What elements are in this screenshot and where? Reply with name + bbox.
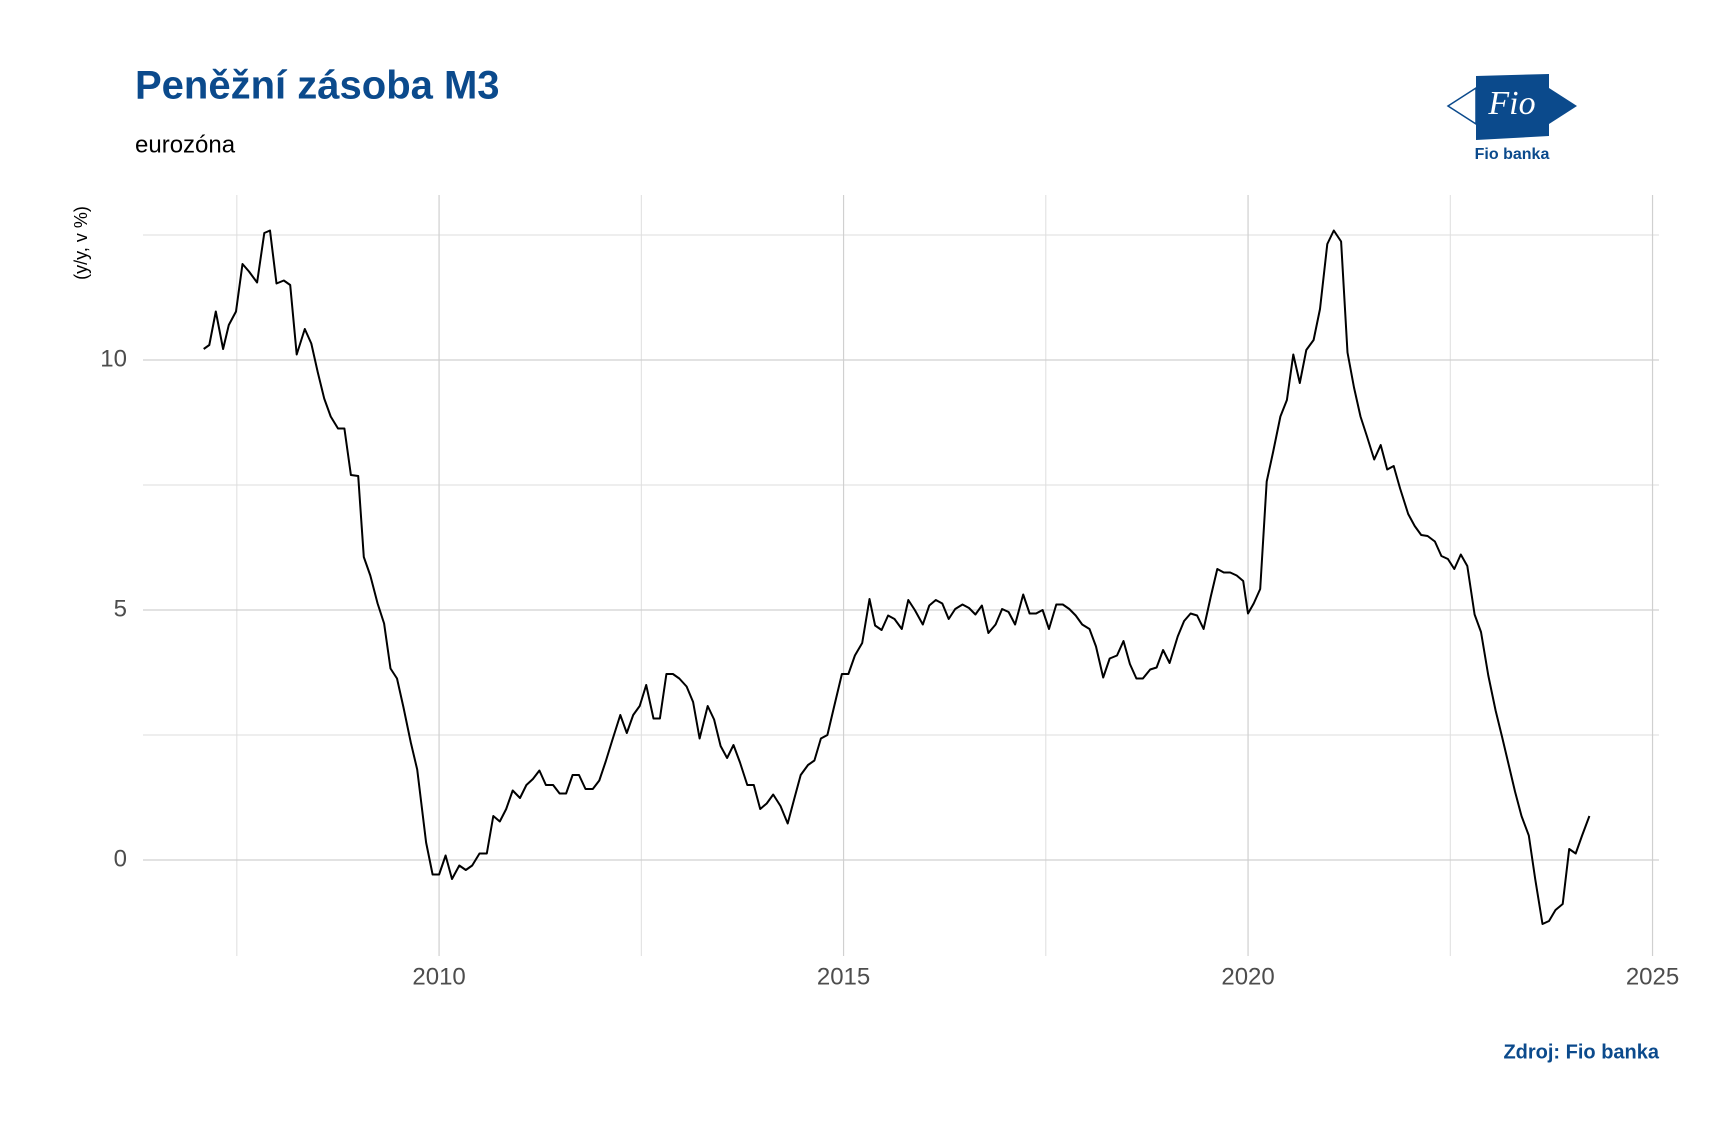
- x-tick-label: 2020: [1221, 963, 1274, 990]
- logo-shape: [1476, 74, 1549, 140]
- logo-shape: [1549, 88, 1577, 124]
- logo-shape: [1446, 86, 1477, 126]
- line: [203, 229, 1591, 925]
- y-axis-label: (y/y, v %): [71, 206, 91, 280]
- x-tick-label: 2010: [412, 963, 465, 990]
- chart-subtitle: eurozóna: [135, 131, 236, 158]
- x-tick-label: 2025: [1626, 963, 1679, 990]
- x-tick-label: 2015: [817, 963, 870, 990]
- chart-title: Peněžní zásoba M3: [135, 64, 500, 108]
- y-tick-label: 5: [114, 595, 127, 622]
- plot-area: 0 5 10 2010 2015 2020 2025: [100, 195, 1679, 990]
- logo-name: Fio banka: [1475, 146, 1550, 163]
- logo: Fio Fio banka: [1446, 74, 1577, 163]
- source: Zdroj: Fio banka: [1503, 1041, 1659, 1063]
- y-tick-label: 10: [100, 345, 127, 372]
- logo-mark: Fio: [1487, 85, 1535, 122]
- y-tick-label: 0: [114, 845, 127, 872]
